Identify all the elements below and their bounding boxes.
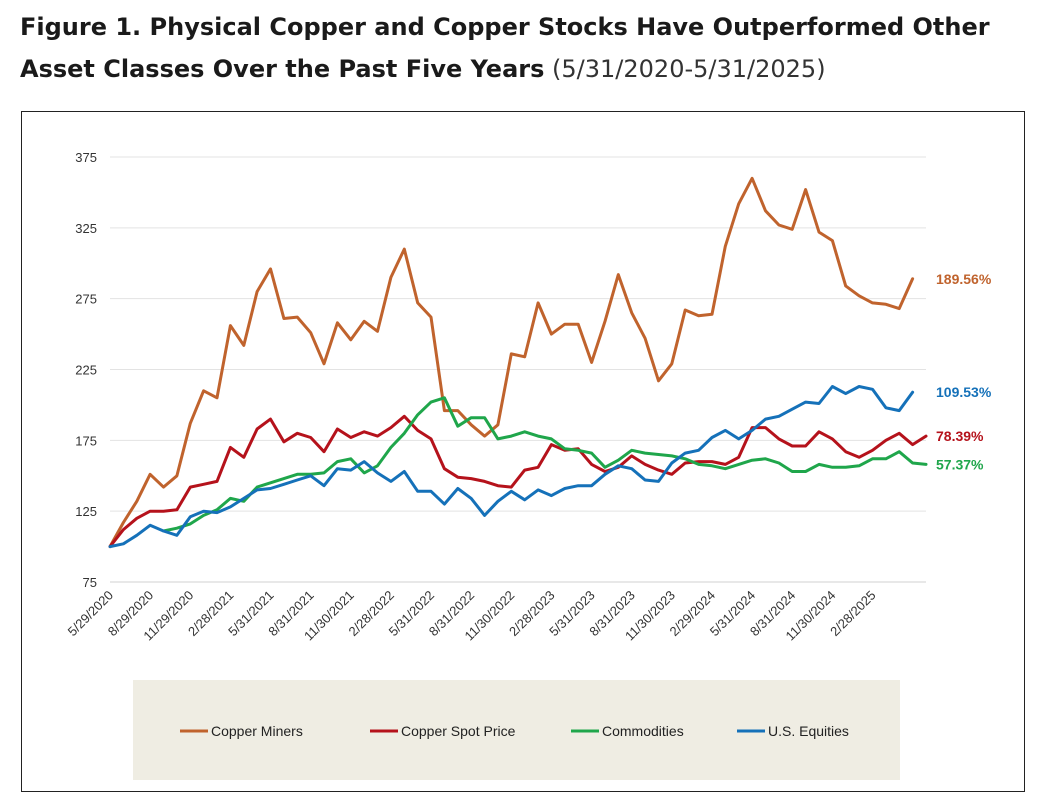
- legend: Copper Miners Copper Spot Price Commoditie…: [180, 723, 849, 739]
- series-line-u-s-equities: [108, 385, 915, 549]
- series-lines: [108, 176, 928, 549]
- legend-box: [133, 680, 900, 780]
- chart-frame: [21, 111, 1025, 792]
- end-label-commodities: 57.37%: [936, 456, 984, 472]
- series-line-copper-miners: [108, 176, 915, 549]
- gridlines: [110, 156, 926, 512]
- chart-title-date-range: (5/31/2020-5/31/2025): [552, 55, 826, 83]
- series-line-copper-spot-price: [108, 414, 928, 549]
- legend-label-u-s-equities: U.S. Equities: [768, 723, 849, 739]
- y-tick-label: 375: [75, 150, 97, 165]
- legend-label-copper-spot-price: Copper Spot Price: [401, 723, 516, 739]
- legend-label-copper-miners: Copper Miners: [211, 723, 303, 739]
- end-labels: 189.56% 78.39% 57.37% 109.53%: [936, 271, 992, 473]
- chart-title: Figure 1. Physical Copper and Copper Sto…: [20, 6, 1030, 90]
- y-tick-label: 275: [75, 292, 97, 307]
- y-tick-label: 225: [75, 363, 97, 378]
- y-tick-label: 325: [75, 221, 97, 236]
- end-label-copper-spot-price: 78.39%: [936, 428, 984, 444]
- y-tick-label: 175: [75, 433, 97, 448]
- y-tick-label: 75: [83, 575, 97, 590]
- end-label-copper-miners: 189.56%: [936, 271, 992, 287]
- y-axis: 75 125 175 225 275 325 375: [75, 150, 97, 590]
- legend-label-commodities: Commodities: [602, 723, 684, 739]
- x-axis: 5/29/20208/29/202011/29/20202/28/20215/3…: [65, 581, 926, 643]
- end-label-u-s-equities: 109.53%: [936, 384, 992, 400]
- chart-title-main: Figure 1. Physical Copper and Copper Sto…: [20, 13, 990, 83]
- series-line-commodities: [162, 396, 928, 533]
- y-tick-label: 125: [75, 504, 97, 519]
